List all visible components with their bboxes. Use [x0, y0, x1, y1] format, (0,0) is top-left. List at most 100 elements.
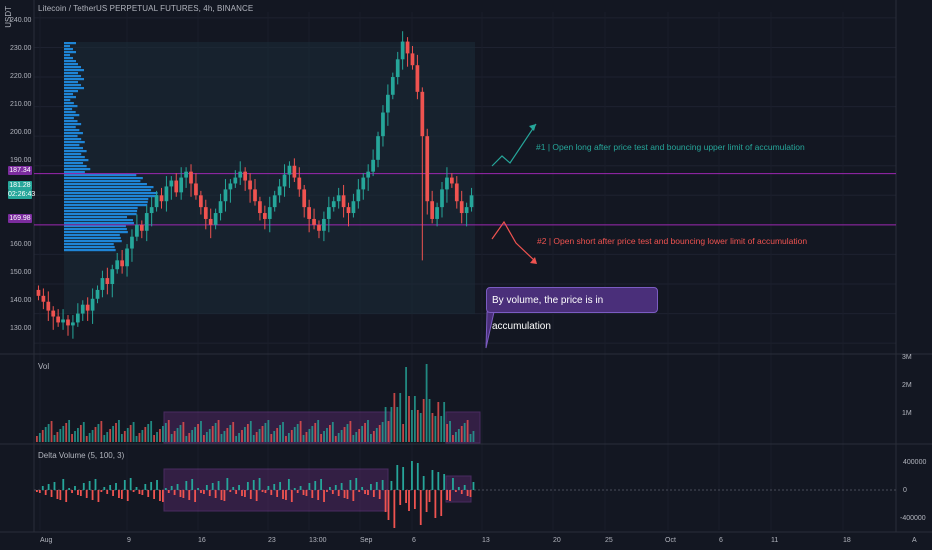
delta-bar — [164, 488, 167, 490]
delta-bar — [203, 490, 205, 494]
time-tick: Oct — [665, 537, 676, 544]
delta-bar — [416, 463, 419, 490]
candle-body — [233, 177, 238, 184]
delta-bar — [440, 490, 443, 516]
volume-bar — [326, 428, 328, 442]
volume-bar — [197, 424, 199, 442]
delta-bar — [241, 490, 243, 496]
volume-bar — [246, 424, 249, 442]
candle-body — [420, 91, 425, 137]
candle-body — [253, 189, 257, 202]
candle-body — [459, 201, 464, 214]
candle-body — [277, 186, 282, 196]
delta-bar — [387, 490, 390, 520]
volume-pane-label[interactable]: Vol — [38, 362, 50, 371]
candle-body — [208, 218, 213, 225]
volume-profile-bar — [64, 177, 143, 180]
volume-bar — [296, 424, 299, 442]
volume-bar — [129, 425, 132, 442]
short-arrow-path — [491, 220, 537, 263]
delta-bar — [208, 490, 211, 496]
delta-bar — [364, 490, 366, 494]
delta-bar — [88, 481, 91, 490]
volume-profile-bar — [64, 66, 81, 69]
candle-body — [395, 59, 400, 78]
long-annotation[interactable]: #1 | Open long after price test and boun… — [536, 142, 805, 152]
delta-bar — [299, 486, 302, 490]
price-tick: 130.00 — [10, 325, 32, 332]
candle-body — [331, 201, 336, 208]
delta-bar — [472, 482, 475, 490]
volume-bar — [413, 396, 416, 442]
delta-bar — [460, 490, 463, 494]
delta-bar — [56, 490, 59, 499]
time-tick: 13 — [482, 537, 490, 544]
volume-bar — [449, 421, 451, 442]
candle-body — [51, 310, 56, 317]
volume-bar — [79, 425, 82, 442]
delta-bar — [223, 490, 226, 501]
volume-profile-bar — [64, 51, 76, 54]
candle-body — [440, 189, 444, 208]
delta-bar — [94, 479, 97, 490]
delta-bar — [118, 490, 120, 498]
delta-bar — [179, 490, 182, 497]
candle-body — [282, 174, 287, 187]
volume-profile-bar — [64, 171, 85, 174]
delta-bar — [38, 490, 41, 493]
volume-bar — [267, 420, 270, 442]
price-tick: 220.00 — [10, 73, 32, 80]
delta-bar — [197, 488, 199, 490]
accumulation-callout[interactable]: By volume, the price is in accumulation — [486, 287, 658, 332]
volume-bar — [255, 432, 258, 442]
volume-bar — [361, 426, 364, 442]
volume-bar — [337, 433, 340, 442]
delta-bar — [82, 483, 85, 490]
volume-profile-bar — [64, 150, 87, 153]
candle-body — [435, 207, 439, 219]
delta-pane-label[interactable]: Delta Volume (5, 100, 3) — [38, 451, 125, 460]
volume-profile-bar — [64, 162, 84, 165]
candle-body — [194, 183, 198, 196]
candle-body — [248, 180, 252, 190]
volume-bar — [434, 416, 437, 442]
candle-body — [361, 177, 366, 190]
time-tick: 13:00 — [309, 537, 327, 544]
volume-profile-bar — [64, 180, 141, 183]
delta-bar — [200, 490, 202, 493]
volume-profile-bar — [64, 246, 115, 249]
candle-body — [95, 289, 100, 299]
delta-bar — [176, 484, 179, 490]
volume-bar — [50, 421, 53, 442]
delta-bar — [59, 490, 62, 500]
price-tick: 200.00 — [10, 129, 32, 136]
volume-bar — [106, 432, 109, 442]
volume-profile-bar — [64, 45, 70, 48]
volume-bar — [170, 434, 173, 442]
volume-bar — [258, 429, 261, 442]
volume-profile-bar — [64, 195, 158, 198]
volume-bar — [378, 425, 381, 442]
volume-profile-bar — [64, 153, 82, 156]
volume-profile-bar — [64, 120, 78, 123]
delta-bar — [411, 461, 413, 490]
time-tick: 9 — [127, 537, 131, 544]
auto-scale-button[interactable]: A — [912, 537, 917, 544]
short-annotation[interactable]: #2 | Open short after price test and bou… — [537, 236, 808, 246]
candle-body — [425, 136, 430, 202]
candle-body — [292, 165, 297, 178]
delta-bar — [320, 479, 323, 490]
candle-body — [218, 201, 223, 214]
delta-bar — [41, 486, 44, 490]
volume-profile-bar — [64, 192, 158, 195]
delta-bar — [449, 490, 451, 501]
symbol-title[interactable]: Litecoin / TetherUS PERPETUAL FUTURES, 4… — [38, 4, 254, 13]
delta-bar — [413, 490, 416, 509]
delta-bar — [293, 488, 296, 490]
candle-body — [149, 207, 154, 214]
volume-bar — [323, 431, 325, 442]
volume-bar — [285, 436, 287, 442]
volume-bar — [299, 421, 302, 442]
volume-bar — [317, 420, 320, 442]
